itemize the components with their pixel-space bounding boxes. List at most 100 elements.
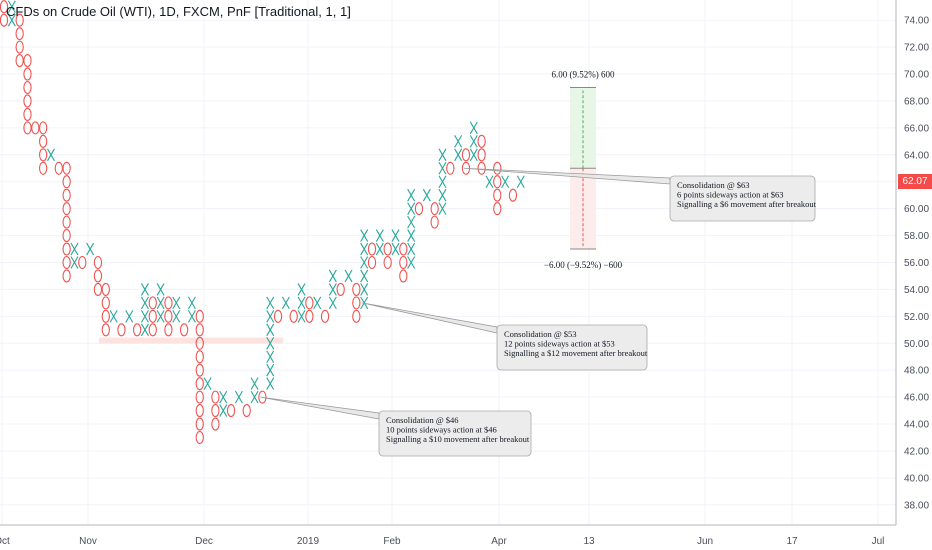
y-tick-label: 68.00 bbox=[904, 96, 929, 107]
x-box bbox=[187, 310, 196, 323]
o-box bbox=[23, 121, 32, 135]
x-box bbox=[297, 283, 306, 296]
y-tick-label: 42.00 bbox=[904, 446, 929, 457]
o-box bbox=[132, 323, 142, 337]
o-box bbox=[164, 323, 173, 337]
o-box bbox=[164, 296, 173, 310]
o-box bbox=[23, 107, 32, 121]
x-box bbox=[109, 310, 118, 323]
o-box bbox=[352, 296, 361, 310]
x-box bbox=[156, 310, 165, 323]
o-box bbox=[15, 54, 24, 68]
o-box bbox=[62, 175, 71, 189]
x-box bbox=[140, 310, 149, 323]
o-box bbox=[226, 404, 236, 418]
y-tick-label: 50.00 bbox=[904, 339, 929, 350]
x-box bbox=[328, 283, 337, 296]
y-tick-label: 48.00 bbox=[904, 366, 929, 377]
o-box bbox=[62, 269, 71, 283]
o-box bbox=[258, 390, 267, 404]
x-box bbox=[250, 390, 259, 404]
y-tick-label: 70.00 bbox=[904, 70, 929, 81]
annotation-box bbox=[378, 410, 532, 457]
o-box bbox=[493, 175, 502, 189]
x-box bbox=[454, 148, 463, 162]
x-box bbox=[454, 135, 463, 148]
o-box bbox=[23, 67, 32, 81]
y-tick-label: 40.00 bbox=[904, 473, 929, 484]
o-box bbox=[31, 121, 40, 135]
o-box bbox=[62, 242, 71, 256]
annotation-line: Consolidation @ $63 bbox=[677, 180, 750, 190]
o-box bbox=[62, 255, 71, 270]
o-box bbox=[195, 377, 204, 391]
annotation-c63[interactable]: Consolidation @ $636 points sideways act… bbox=[463, 167, 817, 222]
target-down-label: −6.00 (−9.52%) −600 bbox=[544, 260, 623, 270]
x-box bbox=[266, 377, 275, 390]
o-box bbox=[211, 390, 220, 404]
y-tick-label: 74.00 bbox=[904, 16, 929, 27]
o-box bbox=[493, 188, 502, 202]
o-box bbox=[195, 390, 204, 404]
o-box bbox=[399, 242, 408, 256]
o-box bbox=[242, 404, 251, 418]
x-box bbox=[407, 229, 416, 242]
o-box bbox=[399, 269, 408, 283]
o-box bbox=[336, 282, 345, 296]
o-box bbox=[195, 363, 204, 377]
o-box bbox=[195, 417, 204, 431]
x-box bbox=[172, 310, 181, 323]
x-box bbox=[469, 121, 478, 135]
y-tick-label: 60.00 bbox=[904, 204, 929, 215]
o-box bbox=[414, 202, 424, 216]
x-box bbox=[297, 310, 306, 323]
o-box bbox=[39, 161, 48, 175]
o-box bbox=[211, 417, 220, 431]
annotation-box bbox=[669, 175, 816, 222]
o-box bbox=[195, 323, 204, 337]
o-box bbox=[0, 13, 9, 27]
x-box bbox=[172, 296, 181, 310]
x-box bbox=[360, 256, 369, 269]
y-axis[interactable]: 74.0072.0070.0068.0066.0064.0062.0060.00… bbox=[895, 0, 929, 525]
x-box bbox=[391, 229, 400, 242]
y-tick-label: 54.00 bbox=[904, 285, 929, 296]
o-box bbox=[195, 350, 204, 364]
x-box bbox=[7, 13, 16, 27]
o-box bbox=[352, 309, 361, 323]
o-box bbox=[477, 148, 486, 162]
x-tick-label: 2019 bbox=[297, 536, 320, 547]
o-box bbox=[93, 282, 103, 296]
x-box bbox=[360, 283, 369, 296]
x-box bbox=[469, 135, 478, 148]
y-tick-label: 56.00 bbox=[904, 258, 929, 269]
x-box bbox=[360, 269, 369, 283]
x-box bbox=[344, 269, 353, 283]
o-box bbox=[62, 202, 71, 216]
o-box bbox=[367, 255, 377, 270]
x-box bbox=[125, 310, 134, 323]
x-box bbox=[266, 363, 275, 377]
o-box bbox=[461, 148, 471, 162]
x-box bbox=[375, 229, 384, 242]
x-tick-label: Jun bbox=[697, 536, 713, 547]
x-tick-label: Nov bbox=[79, 536, 97, 547]
o-box bbox=[62, 188, 71, 202]
o-box bbox=[493, 202, 502, 216]
x-box bbox=[438, 161, 447, 175]
o-box bbox=[62, 161, 71, 175]
o-box bbox=[289, 309, 298, 323]
x-axis[interactable]: Oct Nov Dec 2019 Feb Apr 13 Jun 17 Jul bbox=[0, 524, 896, 547]
o-box bbox=[179, 323, 189, 337]
o-box bbox=[148, 323, 157, 337]
x-box bbox=[187, 296, 196, 310]
x-box bbox=[328, 296, 337, 310]
annotation-line: 10 points sideways action at $46 bbox=[386, 425, 497, 435]
o-box bbox=[78, 255, 87, 270]
x-box bbox=[328, 269, 337, 283]
y-tick-label: 58.00 bbox=[904, 231, 929, 242]
x-tick-label: 17 bbox=[786, 536, 798, 547]
